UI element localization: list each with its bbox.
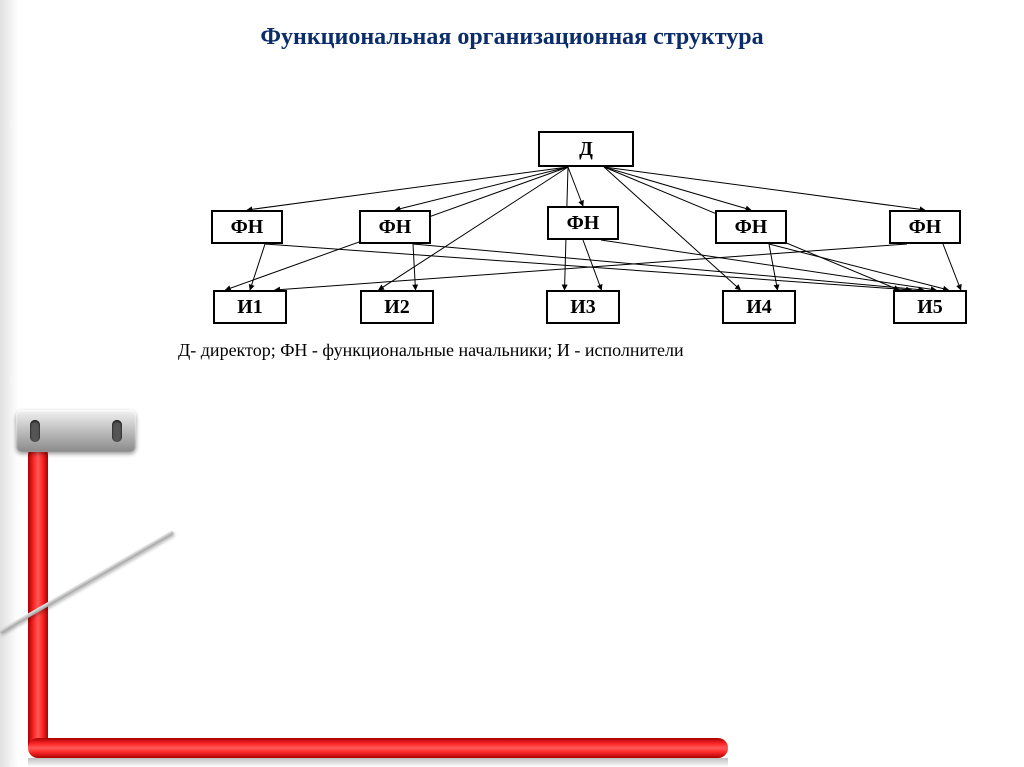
node-fn2: ФН bbox=[359, 210, 431, 244]
node-i3: И3 bbox=[546, 290, 620, 324]
node-fn5: ФН bbox=[889, 210, 961, 244]
clipboard-shadow bbox=[28, 758, 728, 767]
node-i5: И5 bbox=[893, 290, 967, 324]
node-i4: И4 bbox=[722, 290, 796, 324]
page-left-shadow bbox=[0, 0, 18, 767]
pointer-needle bbox=[0, 530, 174, 633]
node-d: Д bbox=[538, 131, 634, 167]
node-i2: И2 bbox=[360, 290, 434, 324]
node-fn3: ФН bbox=[547, 206, 619, 240]
slide-title: Функциональная организационная структура bbox=[0, 24, 1024, 51]
node-i1: И1 bbox=[213, 290, 287, 324]
diagram-legend: Д- директор; ФН - функциональные начальн… bbox=[178, 340, 684, 361]
node-fn1: ФН bbox=[211, 210, 283, 244]
diagram-edges bbox=[0, 0, 1024, 767]
clipboard-frame-horizontal bbox=[28, 738, 728, 758]
clipboard-frame-vertical bbox=[28, 445, 48, 755]
clipboard-hinge bbox=[16, 410, 136, 452]
node-fn4: ФН bbox=[715, 210, 787, 244]
